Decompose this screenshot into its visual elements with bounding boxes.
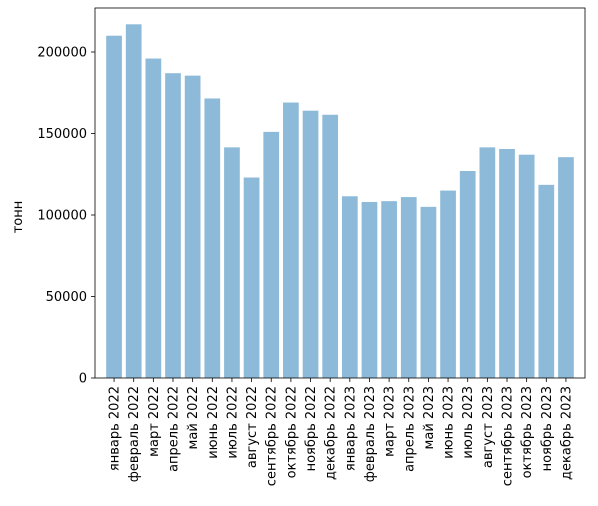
x-tick-label: октябрь 2023 xyxy=(520,386,535,478)
x-tick-label: апрель 2023 xyxy=(402,386,417,472)
bar xyxy=(204,98,221,378)
x-tick-label: декабрь 2023 xyxy=(559,386,574,480)
x-tick-label: октябрь 2022 xyxy=(284,386,299,478)
x-tick-label: июнь 2023 xyxy=(442,386,457,459)
x-tick-label: ноябрь 2023 xyxy=(540,386,555,471)
bar xyxy=(224,147,240,378)
x-tick-label: август 2022 xyxy=(245,386,260,468)
bar xyxy=(538,184,555,378)
bar xyxy=(558,157,574,378)
bar xyxy=(145,58,162,379)
y-tick-label: 50000 xyxy=(46,290,87,305)
x-tick-label: январь 2022 xyxy=(108,386,123,471)
bar xyxy=(341,196,358,378)
bar xyxy=(106,35,122,378)
bar xyxy=(243,177,260,378)
bar xyxy=(125,24,142,378)
y-axis: 0 50000 100000 150000 200000 xyxy=(37,46,95,387)
bar xyxy=(165,73,181,378)
x-tick-label: февраль 2022 xyxy=(127,386,142,482)
x-tick-label: сентябрь 2022 xyxy=(265,386,280,486)
x-tick-label: июнь 2022 xyxy=(206,386,221,459)
x-tick-label: август 2023 xyxy=(481,386,496,468)
bar xyxy=(184,75,201,378)
x-tick-label: июль 2022 xyxy=(225,386,240,459)
x-tick-label: февраль 2023 xyxy=(363,386,378,482)
bar xyxy=(459,170,476,378)
bar xyxy=(479,147,496,378)
x-tick-label: ноябрь 2022 xyxy=(304,386,319,471)
plot-frame xyxy=(94,7,586,379)
bar xyxy=(322,114,339,378)
x-tick-label: апрель 2022 xyxy=(166,386,181,472)
axes-frame xyxy=(94,7,586,379)
bar xyxy=(499,148,515,378)
bar xyxy=(361,201,378,378)
x-tick-label: май 2023 xyxy=(422,386,437,449)
x-tick-label: декабрь 2022 xyxy=(324,386,339,480)
y-tick-label: 200000 xyxy=(37,46,87,61)
y-axis-label: тонн xyxy=(11,201,26,234)
bar xyxy=(263,131,280,378)
y-tick-label: 100000 xyxy=(37,209,87,224)
bar xyxy=(283,102,299,378)
bar xyxy=(400,197,417,378)
bar xyxy=(381,201,397,378)
bar xyxy=(518,154,535,378)
x-tick-label: сентябрь 2023 xyxy=(501,386,516,486)
x-axis: январь 2022 февраль 2022 март 2022 апрель 2… xyxy=(108,378,574,486)
bar xyxy=(440,190,456,378)
y-tick-label: 0 xyxy=(79,372,87,387)
x-tick-label: июль 2023 xyxy=(461,386,476,459)
x-tick-label: март 2022 xyxy=(147,386,162,457)
y-tick-label: 150000 xyxy=(37,127,87,142)
x-tick-label: май 2022 xyxy=(186,386,201,449)
x-tick-label: январь 2023 xyxy=(343,386,358,471)
x-tick-label: март 2023 xyxy=(383,386,398,457)
bar xyxy=(420,206,437,378)
bars-group xyxy=(106,24,574,379)
bar xyxy=(302,110,319,378)
